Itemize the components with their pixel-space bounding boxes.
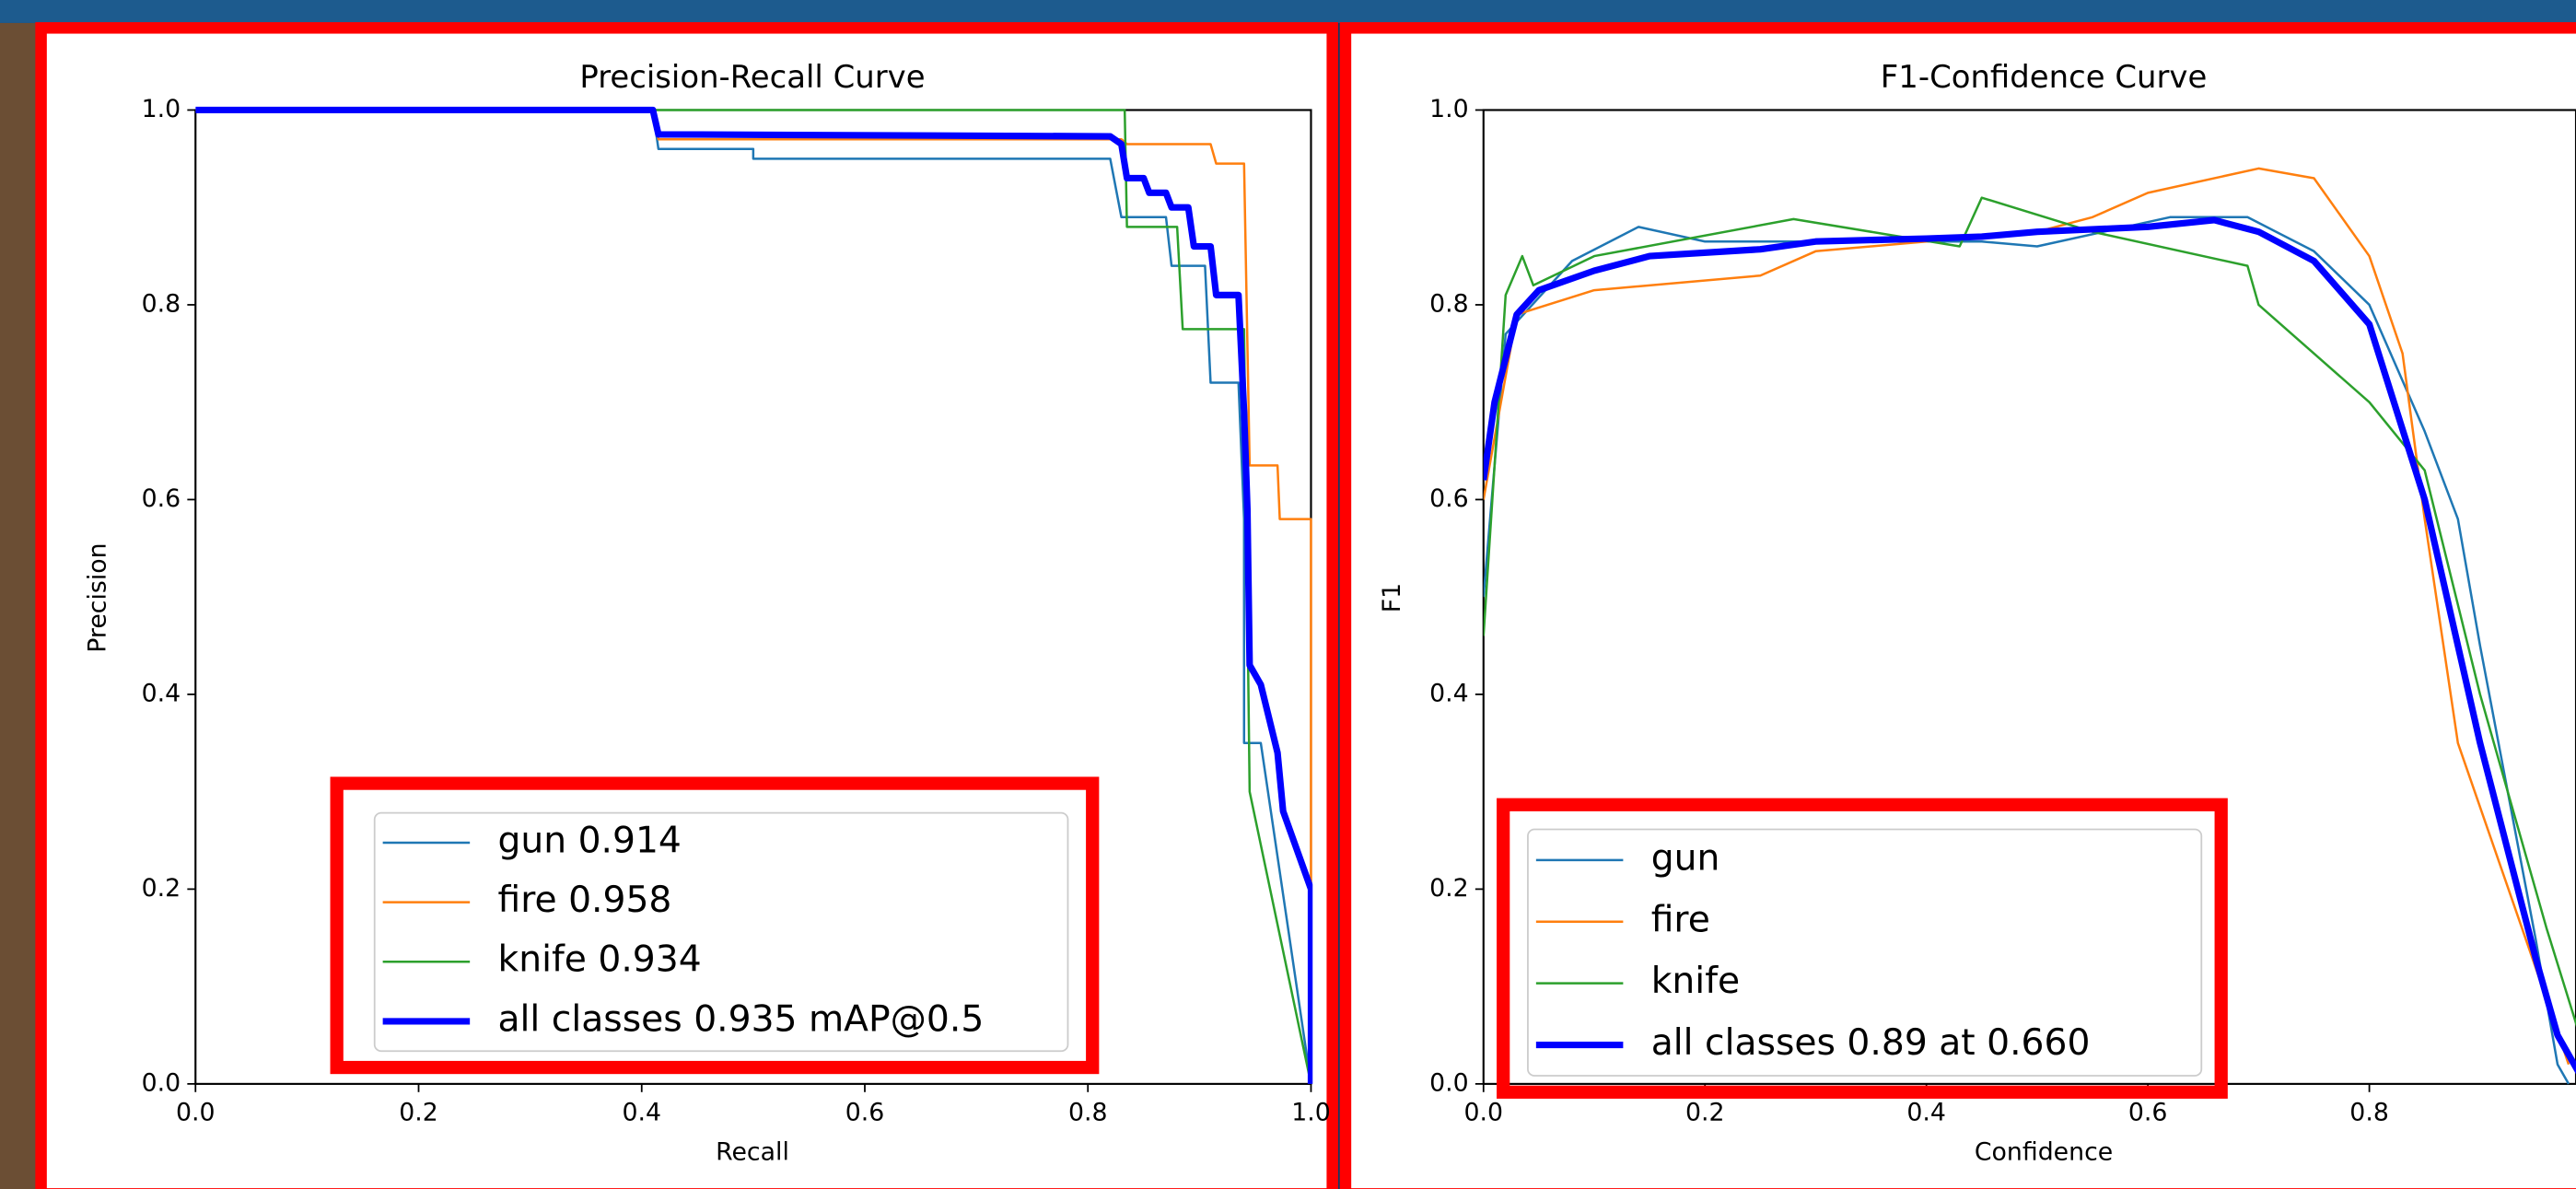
x-tick-label: 0.4 bbox=[622, 1098, 661, 1126]
y-tick-label: 0.2 bbox=[142, 874, 181, 903]
x-tick-label: 0.6 bbox=[845, 1098, 885, 1126]
x-tick-label: 0.0 bbox=[1463, 1098, 1503, 1126]
y-tick-label: 0.8 bbox=[1429, 289, 1469, 318]
x-tick-label: 0.6 bbox=[2128, 1098, 2168, 1126]
y-axis-label: Precision bbox=[84, 542, 112, 652]
legend-label: all classes 0.89 at 0.660 bbox=[1651, 1022, 2091, 1064]
legend-label: gun bbox=[1651, 837, 1720, 879]
x-tick-label: 0.4 bbox=[1906, 1098, 1946, 1126]
background-photo bbox=[0, 23, 36, 1189]
background-strip bbox=[0, 0, 2576, 23]
y-tick-label: 0.8 bbox=[142, 289, 181, 318]
legend-label: fire 0.958 bbox=[497, 880, 671, 921]
chart-title: F1-Confidence Curve bbox=[1881, 59, 2208, 95]
page: {"chart_data": [ {"type": "line", "title… bbox=[0, 0, 2576, 1189]
x-tick-label: 0.2 bbox=[1685, 1098, 1725, 1126]
x-axis-label: Recall bbox=[716, 1137, 789, 1166]
x-axis-label: Confidence bbox=[1975, 1137, 2113, 1166]
legend-label: gun 0.914 bbox=[497, 820, 681, 861]
x-tick-label: 0.0 bbox=[176, 1098, 216, 1126]
legend-label: all classes 0.935 mAP@0.5 bbox=[497, 998, 984, 1040]
y-tick-label: 0.2 bbox=[1429, 874, 1469, 903]
y-tick-label: 0.4 bbox=[1429, 679, 1469, 707]
y-tick-label: 0.4 bbox=[142, 679, 181, 707]
x-tick-label: 0.8 bbox=[1068, 1098, 1108, 1126]
legend-label: knife 0.934 bbox=[497, 939, 701, 981]
y-tick-label: 0.6 bbox=[1429, 484, 1469, 513]
y-tick-label: 1.0 bbox=[1429, 95, 1469, 123]
y-tick-label: 1.0 bbox=[142, 95, 181, 123]
y-tick-label: 0.6 bbox=[142, 484, 181, 513]
y-tick-label: 0.0 bbox=[142, 1068, 181, 1097]
chart-title: Precision-Recall Curve bbox=[579, 59, 925, 95]
x-tick-label: 0.8 bbox=[2349, 1098, 2389, 1126]
x-tick-label: 0.2 bbox=[399, 1098, 438, 1126]
legend-label: fire bbox=[1651, 899, 1710, 940]
y-axis-label: F1 bbox=[1378, 583, 1406, 612]
legend-label: knife bbox=[1651, 961, 1740, 1002]
x-tick-label: 1.0 bbox=[1291, 1098, 1331, 1126]
screenshot: Precision-Recall Curve Recall Precision 0.0… bbox=[0, 0, 2576, 1189]
y-tick-label: 0.0 bbox=[1429, 1068, 1469, 1097]
